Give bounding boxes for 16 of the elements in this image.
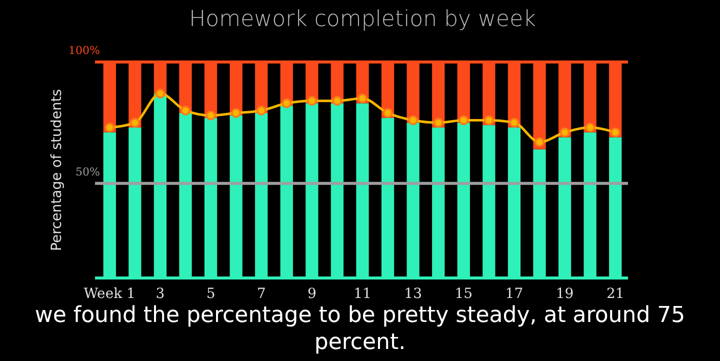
y-tick-label: 50% [76, 165, 100, 178]
x-tick-label: 9 [307, 286, 316, 302]
x-tick-label: 13 [404, 286, 422, 302]
x-tick-label: 19 [556, 286, 574, 302]
y-tick-label: 100% [68, 44, 100, 57]
x-tick-label: 3 [156, 286, 165, 302]
x-tick-label: 21 [606, 286, 624, 302]
x-tick-label: 15 [454, 286, 473, 302]
x-tick-label: 11 [354, 286, 372, 302]
x-tick-label: 5 [206, 286, 216, 302]
x-tick-label: 7 [256, 286, 266, 302]
chart-title: Homework completion by week [189, 7, 536, 32]
y-axis-title: Percentage of students [49, 89, 65, 251]
text: we found the percentage to be pretty steady, at around 75 percent. [34, 303, 686, 355]
x-tick-label: Week 1 [84, 286, 136, 302]
x-tick-label: 17 [505, 286, 524, 302]
